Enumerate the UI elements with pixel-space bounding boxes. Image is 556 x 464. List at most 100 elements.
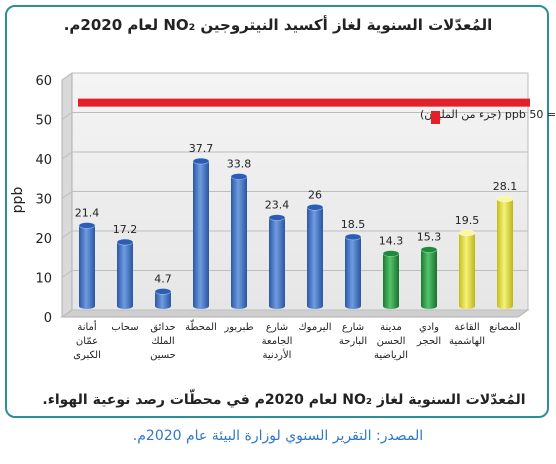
value-label: 14.3 [379,235,404,248]
bar-base [117,303,133,309]
bar [78,222,96,309]
y-tick-label: 0 [44,311,52,326]
y-tick-label: 20 [35,232,52,247]
value-label: 26 [308,188,322,201]
grid-line [61,270,528,278]
y-tick-label: 60 [35,74,52,89]
bars [78,157,514,309]
bar-cap [192,157,210,165]
x-tick-label: الرياضية [374,350,408,361]
x-tick-label: شارع [266,322,288,333]
bar-body [231,176,247,306]
x-tick-label: الحسن [377,336,406,347]
bar [458,229,476,309]
bar [382,250,400,309]
chart-subtitle: المُعدّلات السنوية لغاز NO₂ لعام 2020م ف… [42,389,525,408]
bar [496,195,514,309]
x-tick-label: البارحة [339,336,367,347]
bar-base [155,303,171,309]
bar-base [459,303,475,309]
bar-base [421,303,437,309]
bar-cap [382,250,400,257]
bar [116,238,134,309]
bar-body [497,199,513,306]
value-label: 28.1 [493,180,518,193]
y-tick-label: 40 [35,153,52,168]
x-tick-label: حدائق [150,322,175,333]
x-tick-label: الجامعة [262,336,293,347]
bar-cap [306,204,324,211]
x-tick-label: القاعة [454,322,479,333]
bar-cap [116,238,134,246]
source-note: المصدر: التقرير السنوي لوزارة البيئة عام… [132,428,424,444]
value-label: 21.4 [75,206,100,219]
bar [344,233,362,309]
bar [306,204,324,309]
bar-body [193,161,209,306]
bar-base [383,303,399,309]
bar [230,173,248,309]
chart-title: المُعدّلات السنوية لغاز أكسيد النيتروجين… [64,15,493,34]
grid-line [61,112,528,120]
y-axis-ticks: 0 10 20 30 40 50 60 [35,74,52,326]
grid-line [61,191,528,199]
x-tick-label: أمانة [77,320,97,333]
grid-line [61,230,528,239]
grid-lines [61,72,528,318]
value-label: 33.8 [227,157,252,170]
x-tick-label: عمّان [76,336,98,347]
x-tick-label: المحطّة [185,319,217,333]
bar-body [269,217,285,306]
bar [192,157,210,309]
bar-cap [344,233,362,241]
reference-legend-label: المواصفة الأردنية = 50 ppb (جزء من الملي… [420,107,556,121]
value-label: 18.5 [341,218,366,231]
bar-body [307,207,323,306]
x-tick-label: الكبرى [73,350,101,361]
bar-cap [420,246,438,253]
bar-body [155,291,171,306]
x-tick-label: طبربور [223,322,253,333]
bar-base [231,303,247,309]
bar-base [345,303,361,309]
value-label: 19.5 [455,214,480,227]
bar-body [459,232,475,306]
value-label: 23.4 [265,199,290,212]
y-tick-label: 30 [35,193,52,208]
x-tick-label: حسين [150,350,176,361]
bar-base [269,303,285,309]
bar-cap [268,214,286,221]
reference-line: المواصفة الأردنية = 50 ppb (جزء من الملي… [78,98,556,124]
bar-base [193,303,209,309]
bar-base [307,303,323,309]
x-tick-label: الأردنية [263,348,292,361]
bar-body [383,253,399,306]
bar-cap [154,288,172,295]
bar-base [497,303,513,309]
x-tick-label: سحاب [111,322,138,333]
value-labels: 21.4 17.2 4.7 37.7 33.8 23.4 26 18.5 14.3 15.3 19.… [75,142,518,285]
bar [154,288,172,309]
bar-cap [496,195,514,203]
value-label: 4.7 [154,272,172,285]
x-tick-label: مدينة [380,322,402,333]
bar-base [79,303,95,309]
reference-line-band [78,98,530,107]
bar [420,246,438,309]
y-tick-label: 50 [35,114,52,129]
y-tick-label: 10 [35,272,52,287]
bar-cap [78,222,96,229]
bar-body [117,242,133,306]
reference-legend-swatch [431,111,440,124]
bar-body [345,236,361,306]
bar-body [421,249,437,306]
bar-body [79,225,95,306]
grid-line [61,151,528,160]
grid-line [61,309,528,318]
grid-line [61,72,528,81]
x-tick-label: المصانع [489,322,520,333]
x-tick-label: الهاشمية [449,336,485,347]
bar [268,214,286,309]
x-tick-label: وادي [419,322,439,333]
x-tick-label: الملك [151,336,174,347]
